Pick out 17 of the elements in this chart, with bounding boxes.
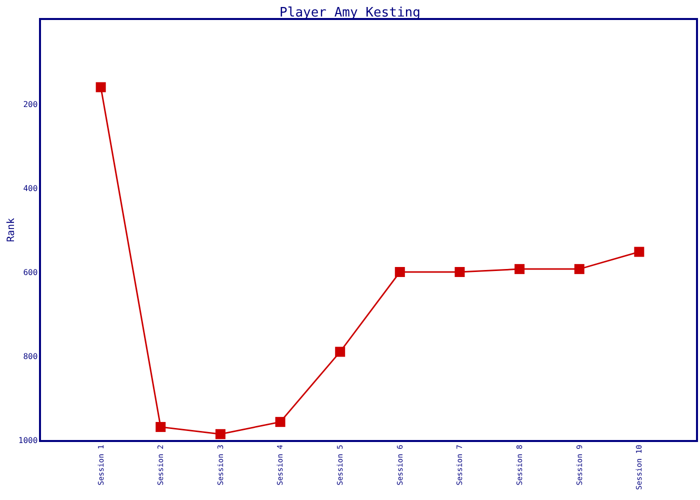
- y-tick-label: 400: [23, 184, 38, 193]
- point: [215, 429, 226, 440]
- point: [514, 264, 525, 274]
- y-tick-label: 800: [23, 352, 38, 361]
- point: [394, 267, 405, 277]
- point: [574, 264, 584, 274]
- point: [454, 267, 465, 277]
- point: [335, 346, 346, 357]
- chart-title: Player Amy Kesting: [280, 6, 420, 21]
- y-tick-label: 200: [23, 100, 38, 109]
- point: [96, 82, 106, 92]
- point: [156, 422, 166, 432]
- y-tick-label: 600: [23, 268, 38, 277]
- y-axis-title: Rank: [6, 218, 17, 242]
- y-tick-label: 1000: [18, 436, 38, 445]
- point: [275, 416, 286, 427]
- point: [634, 246, 644, 257]
